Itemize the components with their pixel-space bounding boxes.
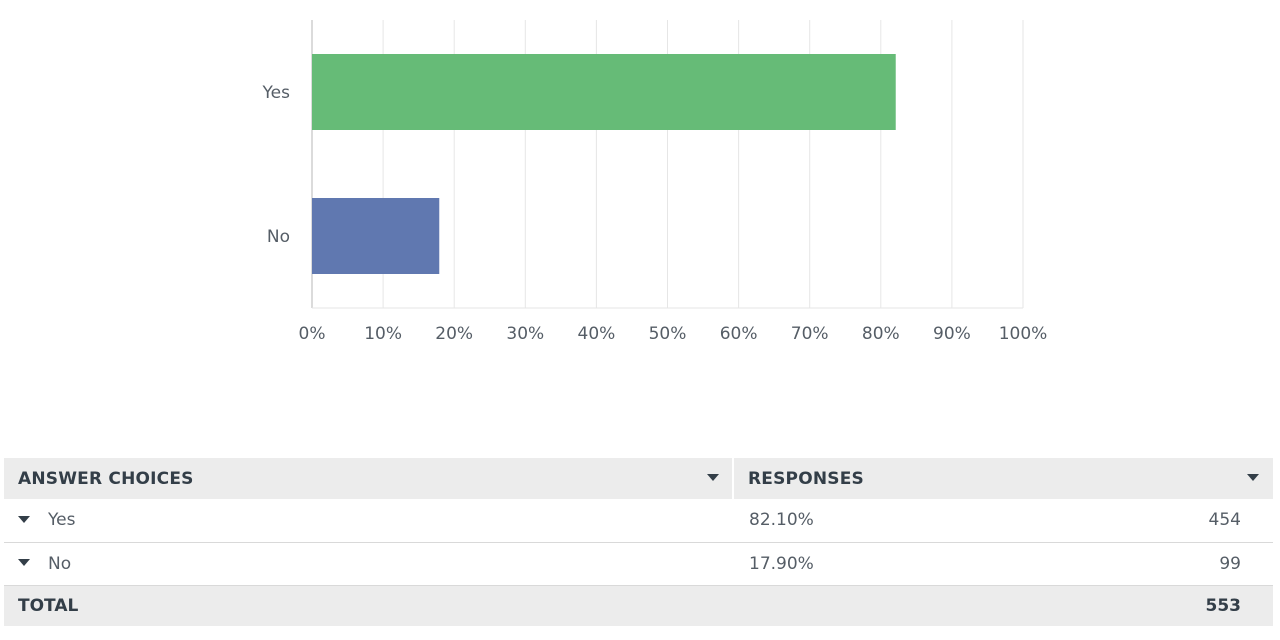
answer-choice-label: No (48, 553, 72, 574)
total-spacer (733, 585, 1013, 626)
table-row: Yes 82.10% 454 (4, 499, 1273, 542)
x-tick-label: 30% (506, 324, 544, 344)
responses-header-label: RESPONSES (748, 468, 864, 489)
answer-choice-label: Yes (48, 510, 76, 531)
sort-caret-down-icon[interactable] (1247, 474, 1259, 481)
table-row: No 17.90% 99 (4, 542, 1273, 585)
response-percent: 82.10% (749, 510, 814, 531)
x-tick-label: 50% (649, 324, 687, 344)
table-header-row: ANSWER CHOICES RESPONSES (4, 458, 1273, 499)
response-count: 454 (1208, 510, 1241, 531)
summary-table: ANSWER CHOICES RESPONSES Yes 82.10% 454 … (4, 458, 1273, 626)
answer-choices-header-label: ANSWER CHOICES (18, 468, 194, 489)
total-label: TOTAL (18, 595, 79, 616)
answer-choice-cell: Yes (4, 499, 733, 542)
total-row: TOTAL 553 (4, 585, 1273, 626)
expand-caret-icon[interactable] (18, 559, 30, 566)
expand-caret-icon[interactable] (18, 515, 30, 523)
x-tick-label: 0% (299, 324, 326, 344)
answer-choice-cell: No (4, 542, 733, 585)
x-tick-label: 100% (999, 324, 1048, 344)
sort-caret-down-icon[interactable] (707, 474, 719, 481)
response-count: 99 (1219, 553, 1241, 574)
x-tick-label: 80% (862, 324, 900, 344)
x-tick-label: 20% (435, 324, 473, 344)
x-tick-label: 70% (791, 324, 829, 344)
answer-choices-header[interactable]: ANSWER CHOICES (4, 458, 734, 499)
responses-header[interactable]: RESPONSES (733, 458, 1273, 499)
x-tick-label: 10% (364, 324, 402, 344)
x-tick-label: 90% (933, 324, 971, 344)
x-tick-label: 60% (720, 324, 758, 344)
bar-chart: 0% 10% 20% 30% 40% 50% 60% 70% 80% 90% 100% Yes No (262, 20, 1048, 344)
bar-yes[interactable] (312, 54, 896, 130)
x-tick-label: 40% (578, 324, 616, 344)
category-label: No (267, 227, 290, 247)
category-label: Yes (262, 83, 291, 103)
total-value: 553 (1205, 595, 1242, 616)
bar-no[interactable] (312, 198, 440, 274)
response-percent: 17.90% (749, 553, 814, 574)
bar-chart-svg: 0% 10% 20% 30% 40% 50% 60% 70% 80% 90% 100% Yes No (262, 20, 1048, 344)
